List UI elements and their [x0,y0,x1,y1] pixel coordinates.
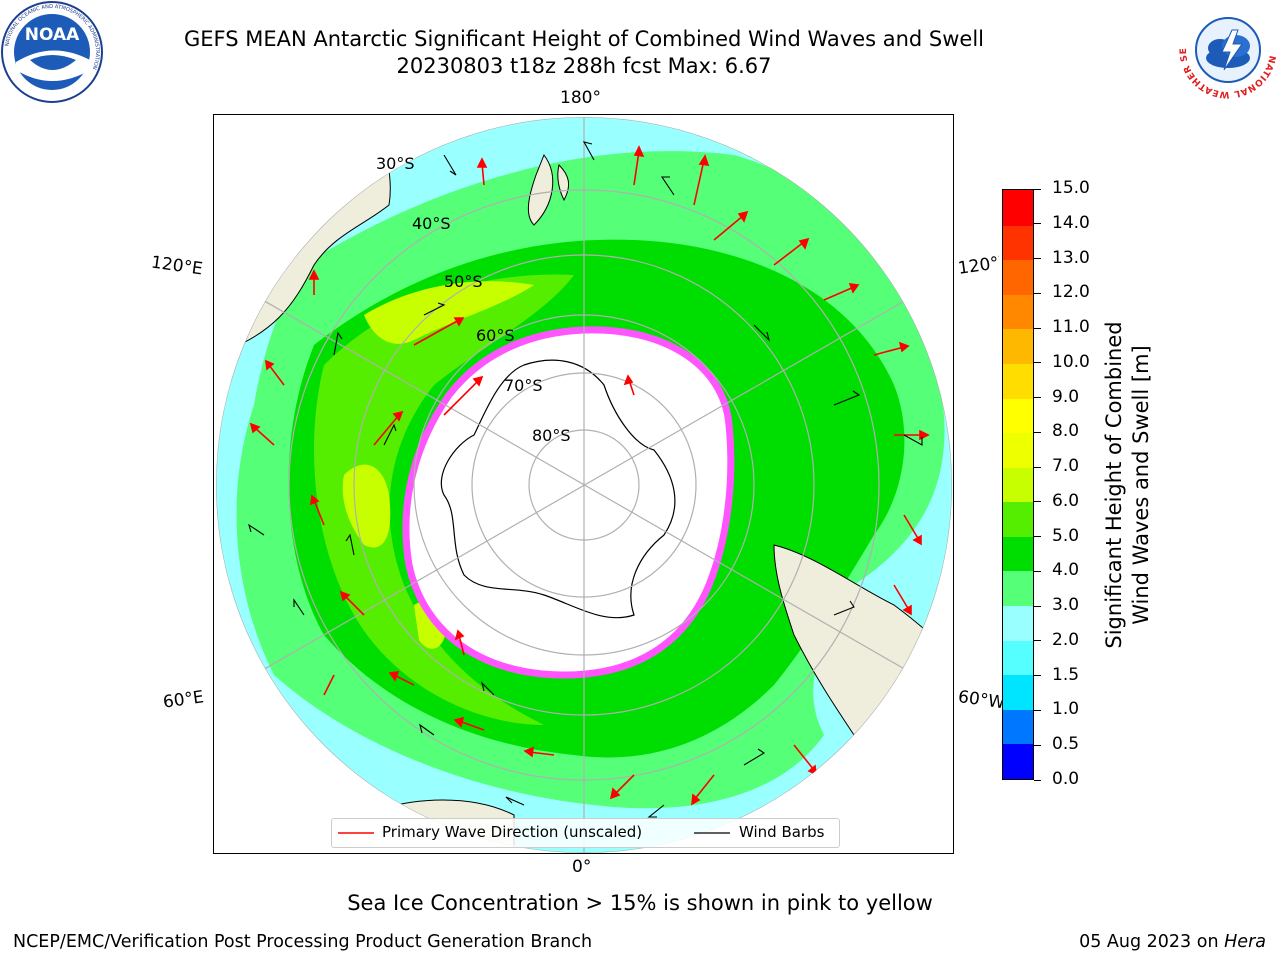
colorbar-tick-mark [1034,292,1041,294]
map-legend: Primary Wave Direction (unscaled) Wind B… [331,818,840,848]
colorbar-segment [1003,640,1033,676]
colorbar-tick-label: 14.0 [1052,212,1090,233]
footer-date-text: 05 Aug 2023 on [1079,932,1219,952]
lat-label-80s: 80°S [532,426,571,445]
colorbar-segment [1003,743,1033,779]
lon-label-60w: 60°W [956,687,1004,713]
colorbar-tick-mark [1034,501,1041,503]
colorbar-label-line1: Significant Height of Combined [1102,321,1126,649]
colorbar-segment [1003,570,1033,607]
lon-label-180: 180° [560,88,601,108]
colorbar-tick-label: 8.0 [1052,421,1080,442]
colorbar-segment [1003,467,1033,503]
colorbar-tick-label: 11.0 [1052,317,1090,338]
colorbar-tick-label: 10.0 [1052,351,1090,372]
colorbar-tick-mark [1034,223,1041,225]
graticule [216,117,952,853]
colorbar-tick-mark [1034,258,1041,260]
colorbar-tick-label: 15.0 [1052,178,1090,198]
colorbar-tick-mark [1034,570,1041,572]
lon-label-60e: 60°E [161,687,206,713]
chart-title: GEFS MEAN Antarctic Significant Height o… [183,27,985,51]
colorbar-tick-mark [1034,397,1041,399]
footer-branch: NCEP/EMC/Verification Post Processing Pr… [13,932,593,952]
footer-machine: Hera [1224,932,1266,952]
colorbar-segment [1003,259,1033,295]
colorbar-segment [1003,605,1033,641]
lon-label-0: 0° [572,857,592,877]
land-new-zealand-south [527,153,554,226]
primary-wave-arrows [249,145,930,806]
colorbar-segment [1003,674,1033,710]
colorbar-tick-label: 2.0 [1052,629,1080,650]
wind-barbs [248,141,923,818]
lat-label-50s: 50°S [444,272,483,291]
colorbar-segment [1003,536,1033,572]
colorbar-segment [1003,190,1033,226]
land-madagascar [216,768,298,853]
colorbar-tick-mark [1034,536,1041,538]
colorbar-tick-mark [1034,327,1041,329]
nws-logo-icon: NATIONAL WEATHER SERVICE [1176,0,1276,99]
colorbar-label: Significant Height of Combined Wind Wave… [1101,185,1155,785]
footer-date: 05 Aug 2023 on Hera [1079,932,1266,952]
colorbar-tick-mark [1034,779,1041,781]
colorbar-segment [1003,501,1033,537]
colorbar-tick-mark [1034,466,1041,468]
sea-ice-caption: Sea Ice Concentration > 15% is shown in … [347,891,933,915]
colorbar-tick-mark [1034,640,1041,642]
map-panel: 30°S 40°S 50°S 60°S 70°S 80°S [213,114,954,854]
colorbar-tick-label: 0.0 [1052,769,1080,789]
polar-map: 30°S 40°S 50°S 60°S 70°S 80°S [216,117,952,853]
wave-band-5-6m [314,274,574,725]
colorbar-segment [1003,225,1033,261]
colorbar-segment [1003,363,1033,399]
colorbar-tick-label: 12.0 [1052,282,1090,303]
colorbar-segment [1003,432,1033,468]
colorbar-tick-label: 6.0 [1052,490,1080,511]
legend-barb-swatch [694,832,730,834]
colorbar-tick-mark [1034,188,1041,190]
colorbar-tick-mark [1034,709,1041,711]
lon-label-120e: 120°E [149,252,204,280]
colorbar-segment [1003,328,1033,364]
lat-label-40s: 40°S [412,214,451,233]
colorbar-tick-label: 9.0 [1052,386,1080,407]
lat-label-60s: 60°S [476,326,515,345]
lon-label-120w: 120°W [956,253,1002,279]
colorbar-tick-label: 1.5 [1052,664,1080,685]
colorbar-label-line2: Wind Waves and Swell [m] [1129,345,1153,625]
colorbar-tick-label: 0.5 [1052,734,1080,755]
colorbar-tick-label: 3.0 [1052,595,1080,616]
colorbar-tick-mark [1034,675,1041,677]
colorbar-tick-label: 5.0 [1052,525,1080,546]
lat-label-70s: 70°S [504,376,543,395]
colorbar-tick-label: 13.0 [1052,247,1090,268]
colorbar-tick-mark [1034,605,1041,607]
noaa-logo-label: NOAA [25,25,80,45]
colorbar-tick-label: 7.0 [1052,456,1080,477]
colorbar-tick-mark [1034,431,1041,433]
colorbar-segment [1003,294,1033,330]
colorbar-tick-mark [1034,362,1041,364]
colorbar [1002,189,1034,780]
legend-primary-wave-label: Primary Wave Direction (unscaled) [382,823,643,841]
colorbar-segment [1003,397,1033,434]
noaa-logo-icon: NOAA NATIONAL OCEANIC AND ATMOSPHERIC AD… [1,1,103,103]
legend-wind-barbs-label: Wind Barbs [739,823,825,841]
colorbar-tick-label: 4.0 [1052,560,1080,581]
chart-subtitle: 20230803 t18z 288h fcst Max: 6.67 [396,54,772,78]
legend-wave-swatch [338,832,374,834]
colorbar-tick-mark [1034,744,1041,746]
colorbar-tick-label: 1.0 [1052,699,1080,720]
wave-patch-6-7m-north [364,281,534,344]
antarctica-coastline [440,359,676,619]
lat-label-30s: 30°S [376,154,415,173]
colorbar-segment [1003,709,1033,745]
